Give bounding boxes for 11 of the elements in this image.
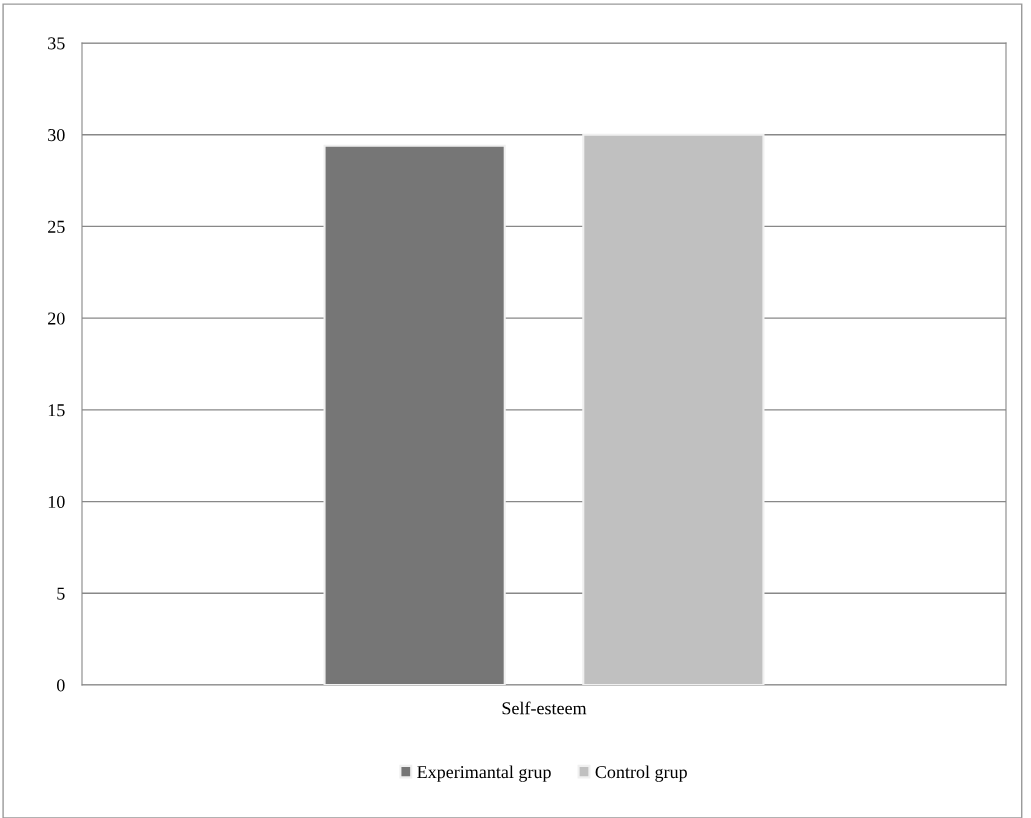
y-tick-label: 30 <box>48 128 65 142</box>
y-tick-label: 25 <box>48 220 65 233</box>
legend-label: Experimantal grup <box>417 765 551 782</box>
legend-label: Control grup <box>595 765 687 782</box>
y-tick-label: 15 <box>48 404 65 417</box>
y-tick-label: 35 <box>48 37 65 50</box>
x-tick-label: Self-esteem <box>502 701 587 715</box>
y-tick-label: 20 <box>48 312 65 325</box>
y-tick-label: 5 <box>57 587 65 600</box>
y-tick-label: 10 <box>48 495 65 509</box>
y-tick-label: 0 <box>56 679 65 692</box>
